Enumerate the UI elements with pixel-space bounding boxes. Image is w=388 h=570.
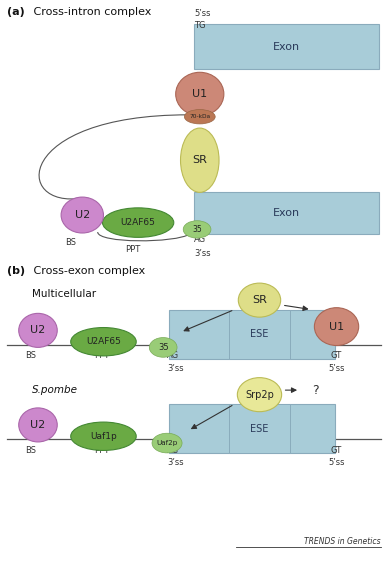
Text: Exon: Exon	[273, 208, 300, 218]
Text: 3’ss: 3’ss	[167, 458, 184, 467]
Text: ESE: ESE	[250, 424, 268, 434]
Text: 3’ss: 3’ss	[167, 364, 184, 373]
Text: PPT: PPT	[94, 446, 109, 455]
Text: 3’ss: 3’ss	[194, 249, 211, 258]
Text: PPT: PPT	[125, 245, 140, 254]
Text: Exon: Exon	[273, 42, 300, 52]
Text: ?: ?	[312, 384, 319, 397]
Bar	[229, 310, 290, 359]
Text: AG: AG	[194, 235, 206, 244]
Ellipse shape	[237, 378, 282, 412]
Ellipse shape	[71, 328, 136, 356]
Text: Srp2p: Srp2p	[245, 390, 274, 400]
Text: U2AF65: U2AF65	[121, 218, 156, 227]
Text: 35: 35	[192, 225, 202, 234]
Text: BS: BS	[25, 446, 36, 455]
Text: SR: SR	[192, 155, 207, 165]
Text: BS: BS	[65, 238, 76, 247]
Ellipse shape	[71, 422, 136, 450]
Text: PPT: PPT	[94, 351, 109, 360]
Text: AG: AG	[167, 446, 179, 455]
Ellipse shape	[61, 197, 104, 233]
Text: GT: GT	[331, 351, 342, 360]
Ellipse shape	[180, 128, 219, 192]
Ellipse shape	[19, 408, 57, 442]
Text: U1: U1	[192, 89, 207, 99]
Text: GT: GT	[331, 446, 342, 455]
Text: ESE: ESE	[250, 329, 268, 339]
Text: Cross-exon complex: Cross-exon complex	[30, 266, 146, 276]
Text: U2: U2	[30, 325, 46, 335]
Ellipse shape	[238, 283, 281, 317]
Text: 5’ss: 5’ss	[194, 10, 211, 18]
Bar	[194, 192, 379, 234]
Text: TG: TG	[194, 21, 206, 30]
Ellipse shape	[152, 433, 182, 453]
Text: SR: SR	[252, 295, 267, 305]
Text: TRENDS in Genetics: TRENDS in Genetics	[304, 537, 381, 546]
Text: 70-kDa: 70-kDa	[189, 114, 210, 119]
Text: 5’ss: 5’ss	[328, 458, 345, 467]
Text: (a): (a)	[7, 7, 25, 17]
Text: U2: U2	[30, 420, 46, 430]
Text: BS: BS	[25, 351, 36, 360]
Text: U2: U2	[74, 210, 90, 220]
Text: Cross-intron complex: Cross-intron complex	[30, 7, 152, 17]
Ellipse shape	[184, 109, 215, 124]
Text: (b): (b)	[7, 266, 25, 276]
Text: 5’ss: 5’ss	[328, 364, 345, 373]
Ellipse shape	[19, 314, 57, 347]
Ellipse shape	[102, 208, 174, 237]
Bar	[169, 404, 334, 453]
Ellipse shape	[149, 337, 177, 357]
Bar	[229, 404, 290, 453]
Ellipse shape	[314, 308, 359, 345]
Text: Multicellular: Multicellular	[32, 289, 96, 299]
Ellipse shape	[183, 221, 211, 238]
Bar	[169, 310, 334, 359]
Text: S.pombe: S.pombe	[32, 385, 78, 395]
Text: Uaf2p: Uaf2p	[156, 440, 178, 446]
Bar	[194, 24, 379, 70]
Text: U2AF65: U2AF65	[86, 337, 121, 346]
Text: AG: AG	[167, 351, 179, 360]
Text: Uaf1p: Uaf1p	[90, 431, 117, 441]
Text: 35: 35	[158, 343, 168, 352]
Ellipse shape	[176, 72, 224, 116]
Text: U1: U1	[329, 321, 344, 332]
